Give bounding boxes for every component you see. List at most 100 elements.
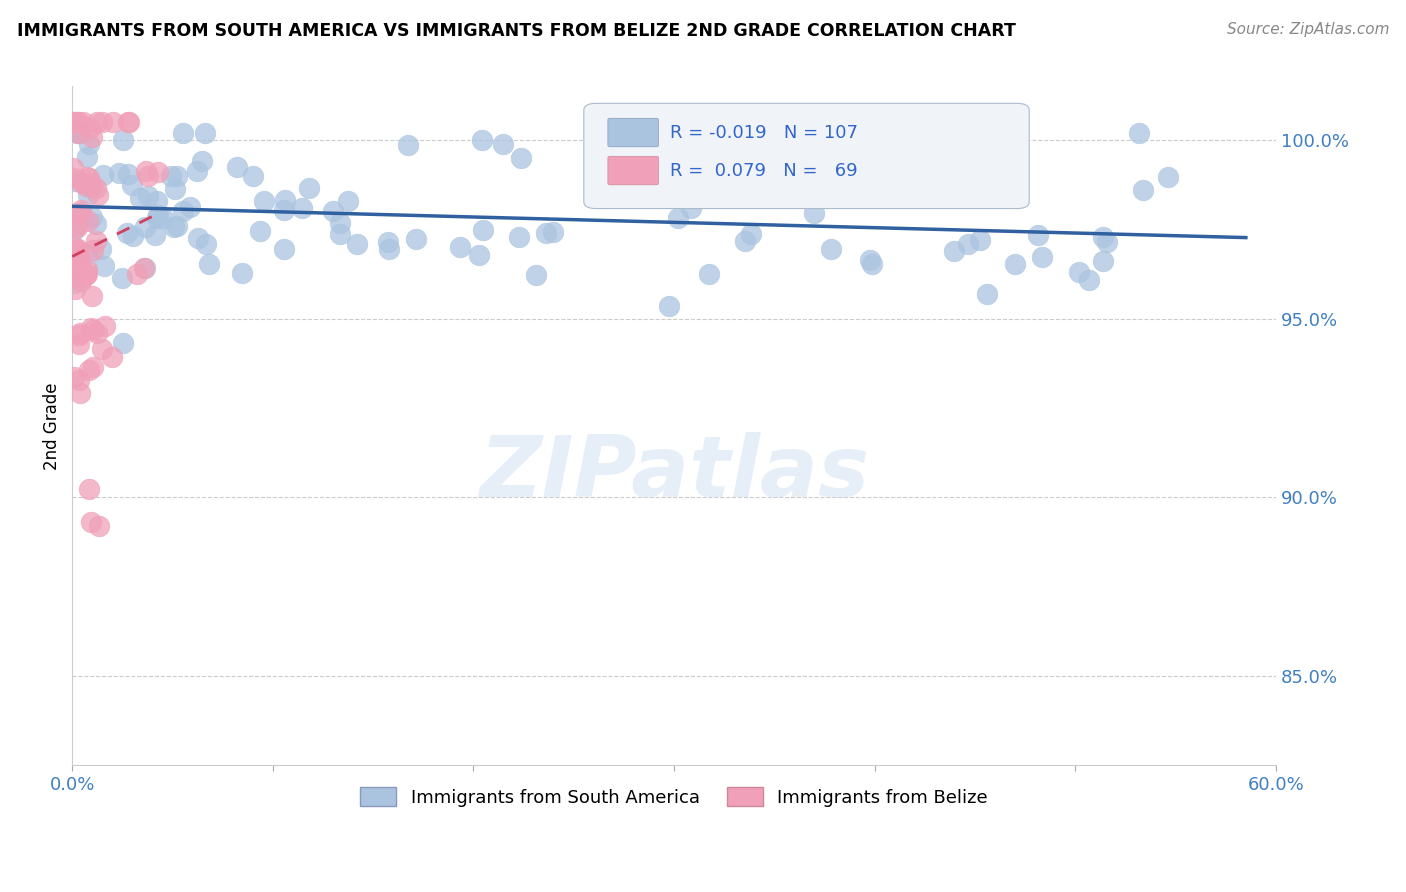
Text: Source: ZipAtlas.com: Source: ZipAtlas.com bbox=[1226, 22, 1389, 37]
Point bbox=[72, 269, 94, 284]
Point bbox=[117, 115, 139, 129]
Point bbox=[70, 176, 93, 190]
Point bbox=[136, 189, 159, 203]
Point bbox=[80, 211, 103, 225]
Point bbox=[449, 240, 471, 254]
Point bbox=[77, 363, 100, 377]
Point bbox=[86, 115, 108, 129]
Point bbox=[190, 153, 212, 168]
Point bbox=[122, 229, 145, 244]
Point bbox=[80, 515, 103, 529]
Point bbox=[136, 169, 159, 184]
Point bbox=[541, 225, 564, 239]
Point bbox=[194, 126, 217, 140]
Point bbox=[679, 201, 702, 215]
Point bbox=[146, 208, 169, 222]
Point bbox=[226, 160, 249, 174]
Point bbox=[67, 255, 90, 269]
Point bbox=[172, 126, 194, 140]
Point bbox=[886, 169, 908, 184]
Point bbox=[63, 276, 86, 290]
FancyBboxPatch shape bbox=[607, 119, 658, 147]
Point bbox=[84, 235, 107, 249]
Point bbox=[859, 252, 882, 267]
Point bbox=[77, 482, 100, 496]
Point bbox=[820, 243, 842, 257]
Text: R =  0.079   N =   69: R = 0.079 N = 69 bbox=[671, 161, 858, 179]
Point bbox=[298, 181, 321, 195]
Point bbox=[94, 318, 117, 333]
Point bbox=[77, 171, 100, 186]
Point bbox=[111, 133, 134, 147]
Point bbox=[378, 243, 401, 257]
Point bbox=[65, 115, 87, 129]
Point bbox=[63, 248, 86, 262]
Point bbox=[322, 204, 344, 219]
Point bbox=[62, 161, 84, 175]
Point bbox=[82, 244, 104, 258]
Point bbox=[734, 235, 756, 249]
Point bbox=[273, 242, 295, 256]
Point bbox=[118, 115, 141, 129]
Point bbox=[893, 128, 915, 143]
Point bbox=[67, 327, 90, 342]
Text: IMMIGRANTS FROM SOUTH AMERICA VS IMMIGRANTS FROM BELIZE 2ND GRADE CORRELATION CH: IMMIGRANTS FROM SOUTH AMERICA VS IMMIGRA… bbox=[17, 22, 1015, 40]
Point bbox=[80, 177, 103, 191]
Point bbox=[87, 519, 110, 533]
Point bbox=[249, 224, 271, 238]
Point bbox=[198, 256, 221, 270]
Point bbox=[86, 326, 108, 340]
Point bbox=[63, 223, 86, 237]
Point bbox=[82, 360, 104, 375]
Point bbox=[76, 169, 98, 184]
Point bbox=[66, 243, 89, 257]
Point bbox=[86, 188, 108, 202]
Point bbox=[75, 179, 97, 194]
Point bbox=[396, 137, 419, 152]
Point bbox=[117, 167, 139, 181]
Point bbox=[697, 268, 720, 282]
Point bbox=[658, 299, 681, 313]
Point bbox=[63, 115, 86, 129]
Point bbox=[66, 126, 89, 140]
Point bbox=[69, 202, 91, 217]
Point bbox=[63, 282, 86, 296]
Point bbox=[67, 336, 90, 351]
Point bbox=[329, 227, 352, 241]
Point bbox=[194, 236, 217, 251]
Point bbox=[66, 220, 89, 235]
FancyBboxPatch shape bbox=[607, 156, 658, 185]
Point bbox=[661, 189, 683, 203]
Point bbox=[179, 200, 201, 214]
Point bbox=[84, 217, 107, 231]
Point bbox=[69, 326, 91, 340]
Point bbox=[69, 126, 91, 140]
Point bbox=[969, 233, 991, 247]
Point bbox=[1004, 256, 1026, 270]
Point bbox=[66, 219, 89, 233]
Point bbox=[231, 266, 253, 280]
Point bbox=[468, 248, 491, 262]
Point bbox=[957, 236, 980, 251]
Point bbox=[943, 244, 966, 259]
Point bbox=[79, 120, 101, 135]
Point bbox=[125, 268, 148, 282]
Point bbox=[80, 130, 103, 145]
Point bbox=[134, 260, 156, 275]
Point bbox=[508, 230, 530, 244]
Point bbox=[152, 211, 174, 225]
Point bbox=[79, 180, 101, 194]
Point bbox=[76, 150, 98, 164]
Point bbox=[146, 194, 169, 209]
Point bbox=[1132, 183, 1154, 197]
Point bbox=[377, 235, 399, 249]
Point bbox=[128, 191, 150, 205]
Point bbox=[111, 336, 134, 351]
Point bbox=[91, 168, 114, 182]
Point bbox=[524, 268, 547, 282]
Point bbox=[187, 231, 209, 245]
Point bbox=[346, 237, 368, 252]
Point bbox=[76, 263, 98, 277]
Point bbox=[76, 246, 98, 260]
Point bbox=[62, 170, 84, 185]
